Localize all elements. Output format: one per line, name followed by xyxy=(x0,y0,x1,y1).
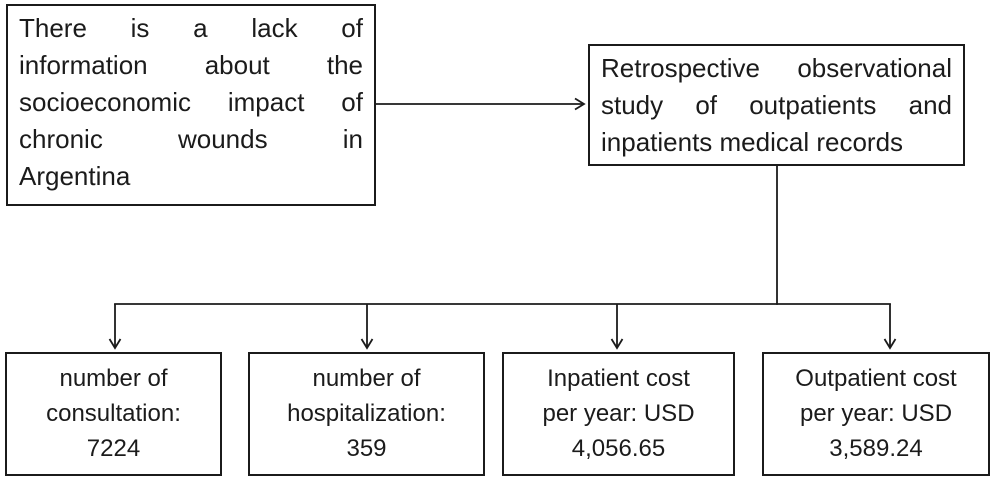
box-text-line: chronic wounds in xyxy=(19,124,363,154)
outpatient-cost-box: Outpatient cost per year: USD 3,589.24 xyxy=(762,352,990,476)
problem-statement-box: There is a lack of information about the… xyxy=(6,4,376,206)
consultations-count-box: number of consultation: 7224 xyxy=(5,352,222,476)
box-text-line: Argentina xyxy=(19,161,131,191)
box-text-line: information about the xyxy=(19,50,363,80)
box-text-line: number of xyxy=(312,365,421,392)
box-text-line: inpatients medical records xyxy=(601,127,904,157)
box-text-line: There is a lack of xyxy=(19,13,363,43)
box-text-line: Inpatient cost xyxy=(547,365,690,392)
box-text-line: consultation: xyxy=(46,400,181,427)
box-text-line: per year: USD xyxy=(799,400,953,427)
study-design-box: Retrospective observational study of out… xyxy=(588,44,965,166)
box-text-line: 3,589.24 xyxy=(829,435,923,462)
box-text-line: study of outpatients and xyxy=(601,90,952,120)
inpatient-cost-box: Inpatient cost per year: USD 4,056.65 xyxy=(502,352,735,476)
box-text-line: per year: USD xyxy=(542,400,695,427)
box-text-line: 359 xyxy=(346,435,387,462)
box-text-line: number of xyxy=(59,365,168,392)
box-text-line: hospitalization: xyxy=(287,400,446,427)
box-text-line: socioeconomic impact of xyxy=(19,87,363,117)
box-text-line: Retrospective observational xyxy=(601,53,952,83)
box-text-line: Outpatient cost xyxy=(795,365,957,392)
box-text-line: 7224 xyxy=(86,435,141,462)
hospitalizations-count-box: number of hospitalization: 359 xyxy=(248,352,485,476)
box-text-line: 4,056.65 xyxy=(571,435,666,462)
